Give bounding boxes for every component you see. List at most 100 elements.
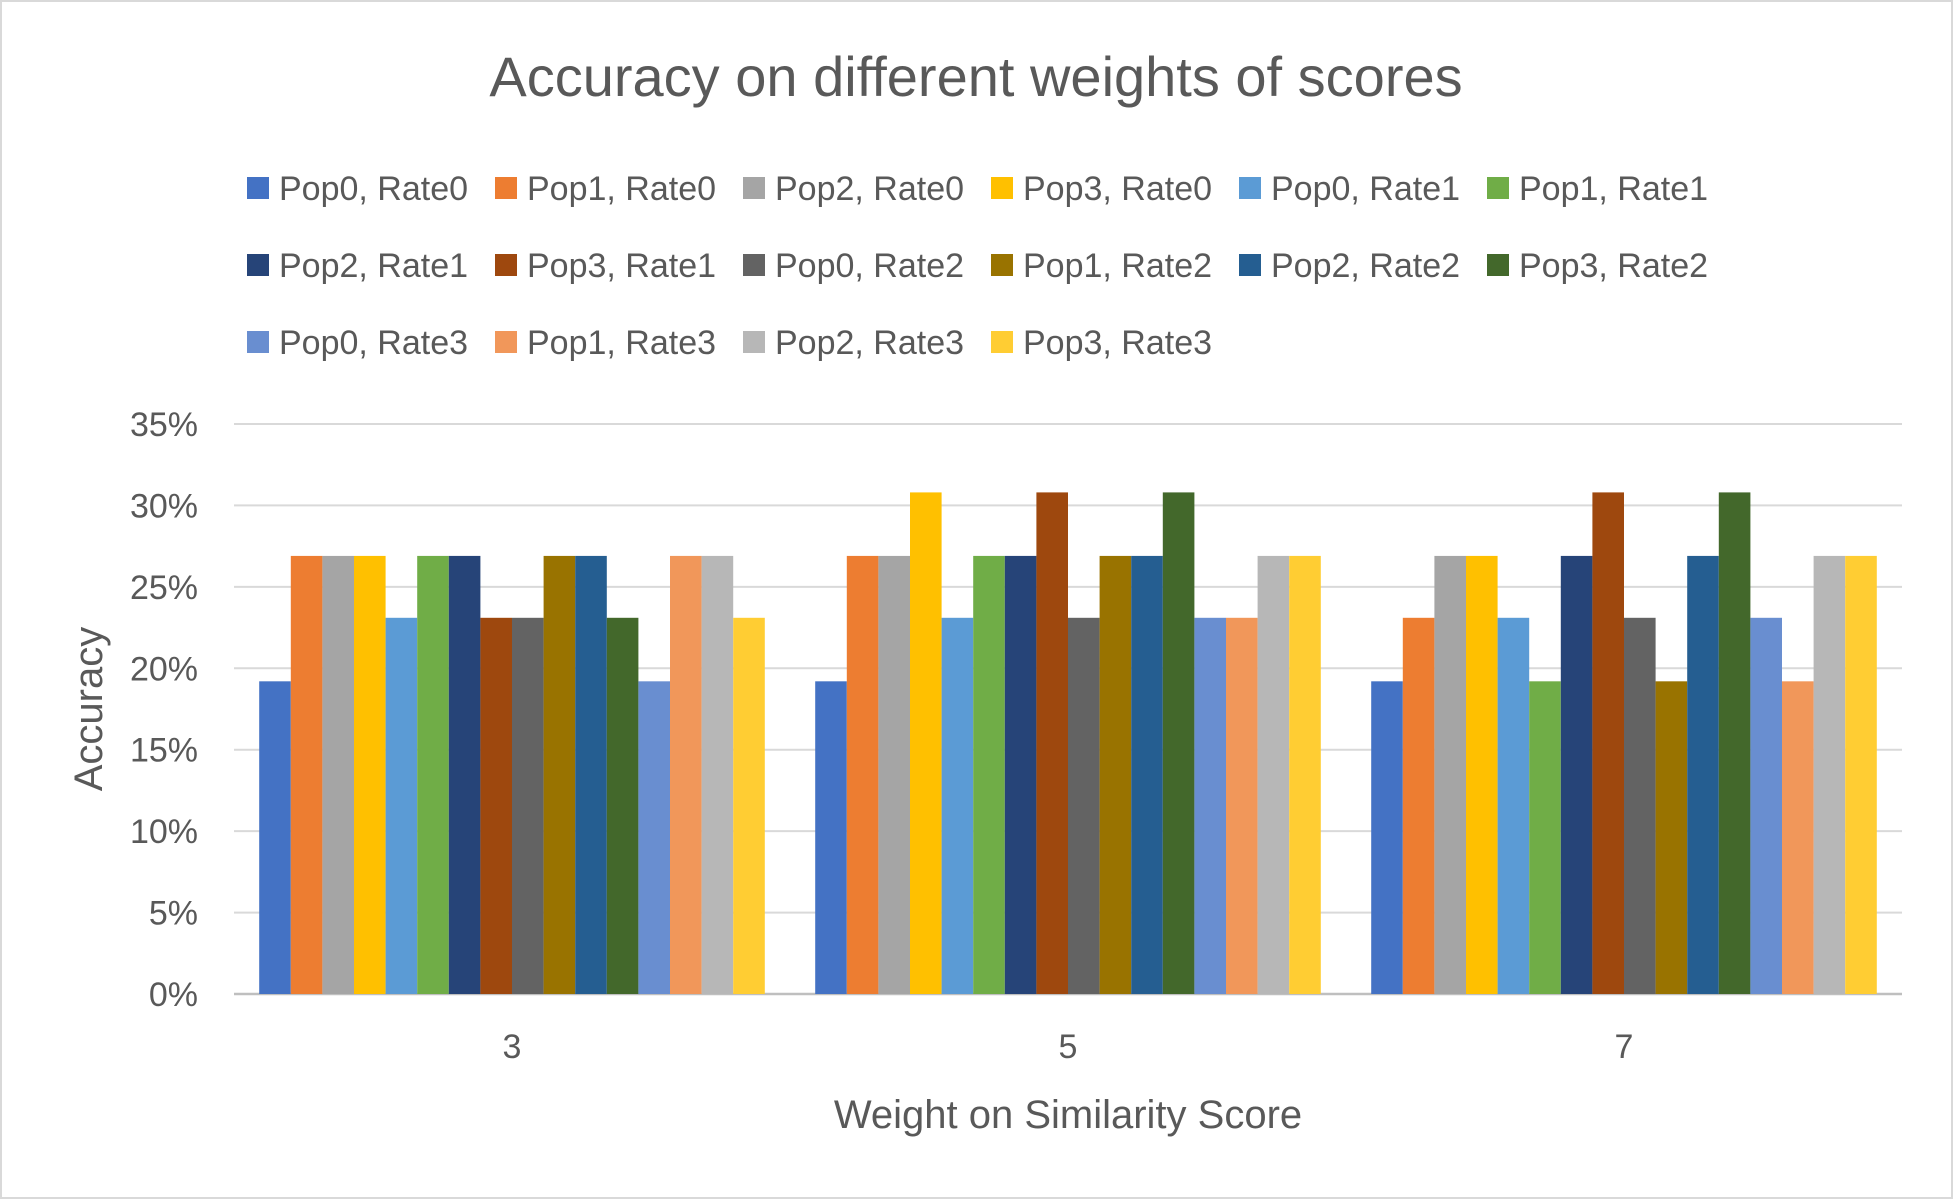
legend-label: Pop0, Rate2: [775, 247, 964, 285]
bar: [480, 617, 512, 994]
legend-label: Pop3, Rate1: [527, 247, 716, 285]
legend-label: Pop1, Rate1: [1519, 170, 1708, 208]
legend-label: Pop3, Rate0: [1023, 170, 1212, 208]
legend-label: Pop0, Rate1: [1271, 170, 1460, 208]
bar: [733, 617, 765, 994]
bar: [417, 555, 449, 994]
legend-swatch: [1487, 177, 1509, 199]
chart-title: Accuracy on different weights of scores: [489, 45, 1462, 108]
bar: [1466, 555, 1498, 994]
bar: [1655, 681, 1688, 994]
y-tick-label: 30%: [130, 487, 198, 525]
bar: [701, 555, 734, 994]
y-tick-label: 0%: [149, 976, 198, 1014]
bar: [815, 681, 847, 994]
bar: [1162, 492, 1195, 994]
legend-label: Pop3, Rate2: [1519, 247, 1708, 285]
bar: [1131, 555, 1163, 994]
x-axis-title: Weight on Similarity Score: [834, 1093, 1302, 1137]
bar: [354, 555, 386, 994]
legend-swatch: [1239, 177, 1261, 199]
bar: [1813, 555, 1846, 994]
bar: [1560, 555, 1593, 994]
bar: [1497, 617, 1530, 994]
legend-swatch: [495, 331, 517, 353]
legend-label: Pop1, Rate2: [1023, 247, 1212, 285]
x-tick-label: 5: [1059, 1028, 1078, 1066]
x-tick-label: 3: [503, 1028, 522, 1066]
legend-label: Pop0, Rate0: [279, 170, 468, 208]
bar: [670, 555, 702, 994]
legend-label: Pop1, Rate0: [527, 170, 716, 208]
legend-swatch: [991, 331, 1013, 353]
bar: [1782, 681, 1814, 994]
y-tick-label: 35%: [130, 406, 198, 444]
bar: [1718, 492, 1751, 994]
bar: [1371, 681, 1403, 994]
y-tick-label: 15%: [130, 732, 198, 770]
bar: [322, 555, 354, 994]
bar: [1592, 492, 1624, 994]
bar: [878, 555, 910, 994]
bar: [1750, 617, 1782, 994]
bar: [512, 617, 544, 994]
y-tick-label: 5%: [149, 895, 198, 933]
bar: [448, 555, 481, 994]
y-axis-ticks: 0% 5% 10% 15% 20% 25% 30% 35%: [130, 406, 198, 1014]
bar: [1845, 555, 1877, 994]
bar: [543, 555, 576, 994]
legend-swatch: [743, 254, 765, 276]
bar: [1434, 555, 1466, 994]
legend-label: Pop2, Rate2: [1271, 247, 1460, 285]
bar: [910, 492, 942, 994]
legend-swatch: [247, 331, 269, 353]
bar: [1226, 617, 1258, 994]
legend-swatch: [495, 177, 517, 199]
bar: [941, 617, 974, 994]
bar: [1289, 555, 1321, 994]
x-tick-label: 7: [1615, 1028, 1634, 1066]
bars: [259, 492, 1877, 994]
legend-swatch: [743, 331, 765, 353]
bar: [1624, 617, 1656, 994]
bar: [606, 617, 639, 994]
y-tick-label: 10%: [130, 813, 198, 851]
legend-label: Pop2, Rate3: [775, 324, 964, 362]
y-tick-label: 20%: [130, 650, 198, 688]
bar: [290, 555, 323, 994]
legend-swatch: [495, 254, 517, 276]
bar: [1687, 555, 1719, 994]
legend-swatch: [743, 177, 765, 199]
x-axis-ticks: 3 5 7: [503, 1028, 1634, 1066]
bar: [259, 681, 291, 994]
bar: [385, 617, 418, 994]
bar: [1036, 492, 1068, 994]
bar: [575, 555, 607, 994]
bar: [973, 555, 1005, 994]
legend: Pop0, Rate0 Pop1, Rate0 Pop2, Rate0 Pop3, R…: [247, 170, 1708, 362]
legend-label: Pop0, Rate3: [279, 324, 468, 362]
bar: [1099, 555, 1132, 994]
legend-swatch: [1239, 254, 1261, 276]
bar: [1194, 617, 1226, 994]
legend-label: Pop2, Rate1: [279, 247, 468, 285]
legend-swatch: [991, 254, 1013, 276]
legend-swatch: [247, 177, 269, 199]
legend-label: Pop2, Rate0: [775, 170, 964, 208]
bar: [1257, 555, 1290, 994]
legend-label: Pop3, Rate3: [1023, 324, 1212, 362]
y-tick-label: 25%: [130, 569, 198, 607]
legend-label: Pop1, Rate3: [527, 324, 716, 362]
bar: [1004, 555, 1037, 994]
bar: [846, 555, 879, 994]
bar: [1529, 681, 1561, 994]
bar: [638, 681, 670, 994]
y-axis-title: Accuracy: [67, 627, 111, 792]
legend-swatch: [247, 254, 269, 276]
legend-swatch: [991, 177, 1013, 199]
bar: [1402, 617, 1435, 994]
bar: [1068, 617, 1100, 994]
legend-swatch: [1487, 254, 1509, 276]
